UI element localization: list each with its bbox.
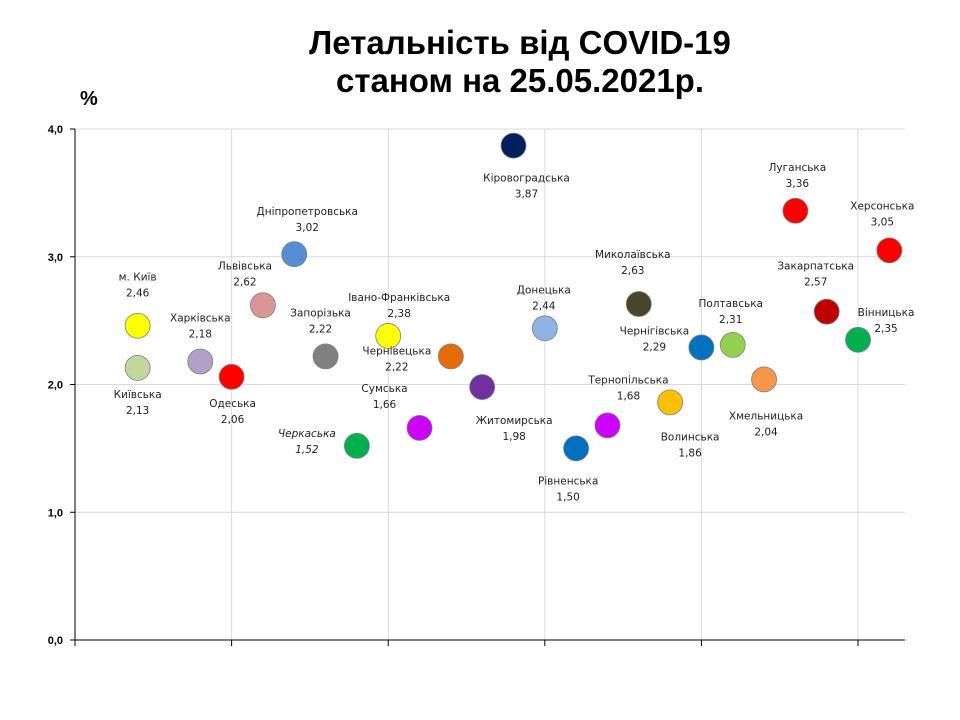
point-label-name: Харківська	[170, 313, 230, 325]
data-point	[187, 348, 214, 375]
point-label-name: Кіровоградська	[483, 173, 570, 185]
point-label-name: Волинська	[661, 431, 720, 443]
point-label-value: 2,38	[388, 308, 411, 320]
point-label-value: 2,04	[754, 426, 778, 438]
point-label-value: 2,22	[309, 323, 332, 335]
data-point	[375, 323, 402, 349]
point-label-name: Дніпропетровська	[257, 206, 358, 218]
point-label-value: 3,05	[871, 216, 894, 228]
point-label-name: Чернігівська	[620, 325, 689, 337]
point-label-value: 2,29	[643, 341, 666, 353]
point-label-name: Запорізька	[290, 307, 351, 319]
point-label-name: Донецька	[517, 284, 571, 296]
point-label-name: Вінницька	[858, 307, 915, 319]
data-point	[876, 237, 903, 264]
point-label-name: Черкаська	[278, 428, 336, 440]
point-label-name: Житомирська	[476, 415, 553, 427]
point-label-name: Луганська	[769, 162, 827, 174]
point-label-name: Рівненська	[538, 475, 598, 487]
data-point	[312, 343, 339, 370]
data-point	[250, 292, 276, 319]
point-label-name: Львівська	[218, 260, 272, 272]
point-label-value: 2,62	[233, 276, 256, 288]
data-point	[594, 412, 621, 439]
data-point	[124, 354, 151, 381]
point-label-value: 2,35	[874, 323, 897, 335]
data-point	[531, 315, 558, 342]
data-point	[813, 298, 840, 325]
point-label-name: Хмельницька	[729, 410, 803, 422]
point-label-value: 2,18	[189, 329, 212, 341]
chart-title-line1: Летальність від COVID-19	[309, 24, 731, 61]
data-point	[782, 197, 809, 224]
y-tick-label: 2,0	[48, 380, 63, 392]
data-point	[218, 363, 245, 390]
point-label-value: 1,50	[556, 491, 579, 503]
data-point	[719, 331, 746, 358]
data-point	[437, 343, 464, 370]
point-label-value: 1,52	[295, 444, 319, 456]
point-label-value: 1,68	[617, 390, 640, 402]
point-label-name: Закарпатська	[777, 261, 854, 273]
point-label-name: Київська	[114, 389, 162, 401]
data-point	[563, 435, 590, 462]
y-tick-label: 3,0	[48, 252, 63, 264]
y-tick-label: 1,0	[48, 507, 63, 519]
data-point	[343, 432, 370, 459]
point-label-name: Чернівецька	[362, 345, 431, 357]
point-label-name: Миколаївська	[595, 249, 671, 261]
point-label-value: 2,46	[126, 288, 150, 300]
data-point	[688, 334, 715, 361]
point-label-value: 2,06	[221, 414, 245, 426]
y-tick-label: 0,0	[48, 635, 63, 647]
data-point	[469, 374, 496, 400]
chart-title-line2: станом на 25.05.2021р.	[335, 62, 705, 99]
point-label-value: 2,31	[719, 314, 742, 326]
data-point	[281, 241, 308, 268]
point-label-value: 2,13	[126, 405, 149, 417]
data-point	[124, 312, 151, 339]
point-label-name: Полтавська	[698, 298, 763, 310]
point-label-value: 2,44	[532, 300, 556, 312]
data-point	[751, 366, 777, 393]
point-label-value: 2,57	[804, 277, 827, 289]
point-label-value: 1,98	[502, 431, 525, 443]
point-label-value: 3,87	[515, 189, 538, 201]
point-label-name: Сумська	[361, 383, 407, 395]
point-label-value: 2,63	[621, 265, 644, 277]
point-label-name: Херсонська	[850, 200, 914, 212]
data-point	[845, 326, 871, 353]
point-label-name: Івано-Франківська	[348, 292, 450, 304]
point-label-name: Одеська	[209, 398, 256, 410]
point-label-value: 3,36	[786, 178, 810, 190]
point-label-value: 1,66	[373, 399, 397, 411]
point-label-value: 2,22	[385, 361, 408, 373]
chart-title: Летальність від COVID-19 станом на 25.05…	[0, 24, 960, 100]
y-tick-label: 4,0	[48, 124, 63, 136]
point-label-value: 1,86	[678, 447, 702, 459]
point-label-name: Тернопільська	[587, 374, 668, 386]
point-label-name: м. Київ	[119, 272, 157, 284]
data-point	[406, 415, 433, 441]
y-axis-label: %	[80, 88, 98, 110]
data-point	[657, 389, 683, 416]
point-label-value: 3,02	[296, 222, 319, 234]
data-point	[500, 132, 527, 159]
data-point	[625, 291, 652, 317]
